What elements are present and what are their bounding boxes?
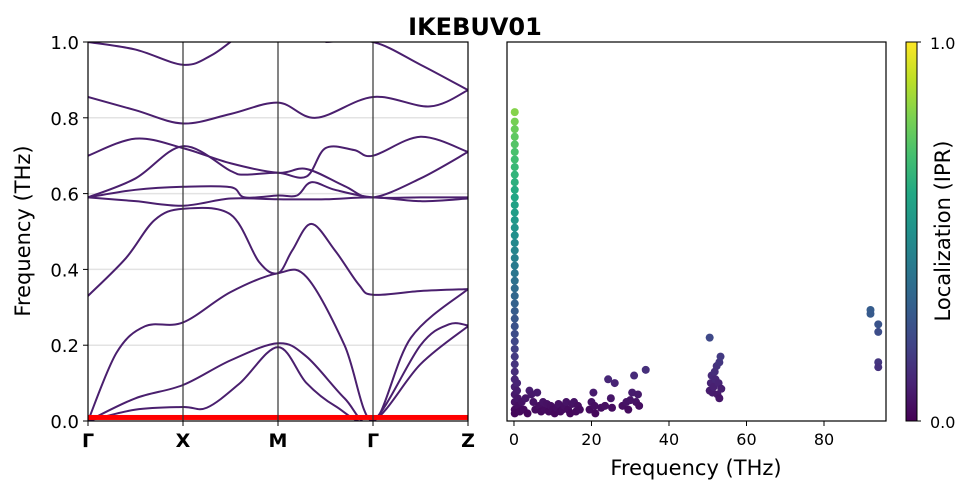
scatter-point bbox=[510, 185, 519, 194]
colorbar-label: Localization (IPR) bbox=[931, 141, 955, 322]
y-tick-label: 0.6 bbox=[50, 185, 79, 206]
right-axes-frame bbox=[506, 41, 887, 422]
colorbar-gradient bbox=[905, 41, 918, 422]
scatter-point bbox=[510, 223, 519, 232]
scatter-point bbox=[510, 208, 519, 217]
x-tick-label: 20 bbox=[581, 430, 601, 449]
scatter-point bbox=[715, 394, 724, 403]
x-tick-label: 40 bbox=[659, 430, 679, 449]
scatter-point bbox=[591, 409, 600, 418]
scatter-point bbox=[610, 379, 619, 388]
scatter-point bbox=[590, 401, 599, 410]
scatter-point bbox=[641, 365, 650, 374]
y-tick-label: 0.4 bbox=[50, 260, 79, 281]
scatter-point bbox=[510, 344, 519, 353]
x-tick-label-symmetry-point: Γ bbox=[367, 430, 379, 452]
phonon-band bbox=[88, 137, 468, 199]
phonon-band bbox=[88, 322, 468, 421]
scatter-point bbox=[521, 394, 530, 403]
scatter-point bbox=[624, 405, 633, 414]
scatter-point bbox=[533, 388, 542, 397]
scatter-point bbox=[604, 375, 613, 384]
band-structure-plot: 0.0 0.2 0.4 0.6 0.8 1.0 Γ X M Γ Z Frequency (THz) bbox=[11, 33, 475, 452]
scatter-point bbox=[575, 405, 584, 414]
scatter-point bbox=[510, 147, 519, 156]
scatter-point bbox=[510, 352, 519, 361]
y-tick-label: 0.2 bbox=[50, 336, 79, 357]
scatter-point bbox=[510, 200, 519, 209]
scatter-point bbox=[510, 329, 519, 338]
scatter-point bbox=[874, 327, 883, 336]
x-tick-label-symmetry-point: Γ bbox=[82, 430, 94, 452]
y-axis-label: Frequency (THz) bbox=[11, 145, 35, 316]
scatter-point bbox=[510, 261, 519, 270]
x-tick-label-symmetry-point: M bbox=[269, 430, 288, 452]
scatter-point bbox=[874, 320, 883, 329]
scatter-point bbox=[705, 333, 714, 342]
scatter-point bbox=[510, 360, 519, 369]
phonon-band bbox=[88, 42, 233, 66]
scatter-point bbox=[510, 246, 519, 255]
scatter-point bbox=[510, 284, 519, 293]
scatter-point bbox=[510, 125, 519, 134]
scatter-point bbox=[510, 140, 519, 149]
x-tick-label: 60 bbox=[736, 430, 756, 449]
scatter-point bbox=[510, 322, 519, 331]
scatter-point bbox=[510, 254, 519, 263]
scatter-point bbox=[510, 367, 519, 376]
scatter-point bbox=[510, 238, 519, 247]
scatter-point bbox=[513, 379, 522, 388]
scatter-point bbox=[510, 276, 519, 285]
scatter-point bbox=[589, 388, 598, 397]
scatter-point bbox=[510, 132, 519, 141]
colorbar-tick-label-min: 0.0 bbox=[930, 413, 955, 432]
scatter-point bbox=[874, 363, 883, 372]
scatter-point bbox=[606, 394, 615, 403]
scatter-point bbox=[608, 403, 617, 412]
phonon-band bbox=[88, 206, 468, 297]
scatter-point bbox=[529, 398, 538, 407]
colorbar-tick-label-max: 1.0 bbox=[930, 34, 955, 53]
localization-scatter-plot: 0 20 40 60 80 Frequency (THz) bbox=[506, 41, 887, 480]
scatter-point bbox=[510, 108, 519, 117]
scatter-point bbox=[633, 390, 642, 399]
x-tick-label-symmetry-point: X bbox=[176, 430, 191, 452]
scatter-point bbox=[510, 163, 519, 172]
scatter-point bbox=[601, 401, 610, 410]
scatter-point bbox=[510, 155, 519, 164]
scatter-point bbox=[513, 386, 522, 395]
phonon-band bbox=[325, 42, 468, 92]
scatter-point bbox=[510, 307, 519, 316]
scatter-point bbox=[510, 216, 519, 225]
y-tick-label: 0.8 bbox=[50, 109, 79, 130]
scatter-point bbox=[510, 178, 519, 187]
scatter-point bbox=[510, 193, 519, 202]
scatter-point bbox=[510, 231, 519, 240]
y-tick-label: 0.0 bbox=[50, 412, 79, 433]
scatter-point bbox=[866, 309, 875, 318]
scatter-point bbox=[523, 409, 532, 418]
y-tick-label: 1.0 bbox=[50, 33, 79, 54]
scatter-point bbox=[510, 117, 519, 126]
scatter-point bbox=[510, 291, 519, 300]
scatter-point bbox=[510, 170, 519, 179]
phonon-band bbox=[88, 268, 468, 421]
scatter-point bbox=[635, 401, 644, 410]
scatter-point bbox=[716, 352, 725, 361]
colorbar: 1.0 0.0 Localization (IPR) bbox=[905, 34, 955, 432]
scatter-point bbox=[510, 299, 519, 308]
chart-title: IKEBUV01 bbox=[408, 13, 542, 41]
scatter-point bbox=[510, 337, 519, 346]
x-tick-label-symmetry-point: Z bbox=[461, 430, 475, 452]
x-tick-label: 0 bbox=[509, 430, 519, 449]
scatter-point bbox=[510, 269, 519, 278]
x-axis-label: Frequency (THz) bbox=[610, 456, 781, 480]
x-tick-label: 80 bbox=[814, 430, 834, 449]
scatter-point bbox=[717, 384, 726, 393]
scatter-point bbox=[510, 314, 519, 323]
scatter-point bbox=[630, 371, 639, 380]
